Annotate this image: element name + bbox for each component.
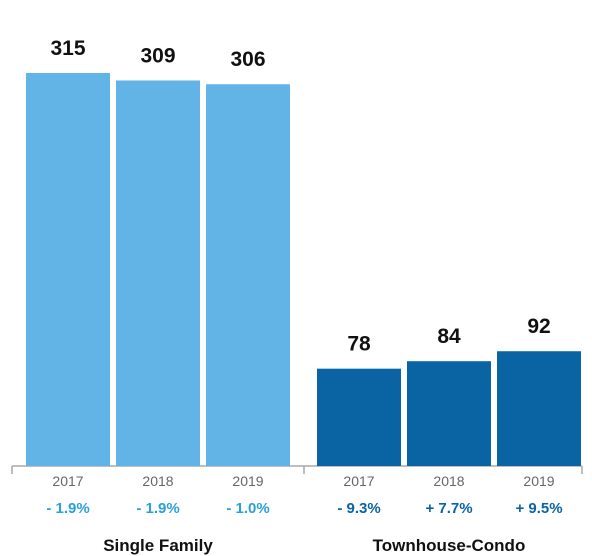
bar-value-label: 306 [230,48,265,71]
bar-single-family-2017 [26,73,110,466]
group-label: Townhouse-Condo [373,536,526,555]
change-label: - 1.0% [226,500,269,517]
year-label: 2019 [232,473,263,489]
x-axis [11,465,583,474]
bars [26,73,581,466]
change-label: - 1.9% [46,500,89,517]
change-label: - 9.3% [337,500,380,517]
bar-value-label: 92 [527,315,550,338]
bar-value-label: 84 [437,325,461,348]
bar-value-label: 309 [140,44,175,67]
change-label: - 1.9% [136,500,179,517]
year-label: 2019 [523,473,554,489]
year-label: 2017 [52,473,83,489]
bar-value-label: 315 [50,37,85,60]
group-label: Single Family [103,536,213,555]
change-label: + 9.5% [515,500,562,517]
bar-townhouse-condo-2019 [497,351,581,466]
year-label: 2017 [343,473,374,489]
bar-townhouse-condo-2018 [407,361,491,466]
bar-single-family-2019 [206,84,290,466]
bar-townhouse-condo-2017 [317,368,401,466]
bar-value-label: 78 [347,333,371,356]
bar-single-family-2018 [116,80,200,466]
labels: 315 2017 - 1.9% 309 2018 - 1.9% 306 2019 - 1.0% S… [46,37,562,555]
year-label: 2018 [142,473,173,489]
change-label: + 7.7% [425,500,472,517]
year-label: 2018 [433,473,464,489]
